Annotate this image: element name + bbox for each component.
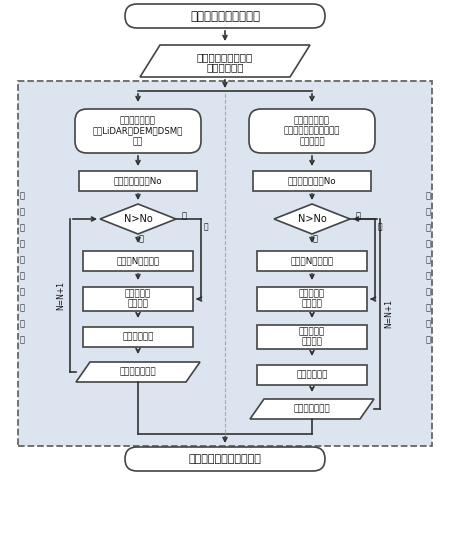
Text: 有高程信息参加
（以LiDAR、DEM、DSM为
主）: 有高程信息参加 （以LiDAR、DEM、DSM为 主） (93, 116, 183, 146)
FancyBboxPatch shape (75, 109, 201, 153)
Text: 精: 精 (426, 288, 431, 296)
Text: 计算建筑物数目No: 计算建筑物数目No (114, 176, 162, 186)
Text: 拐角点的计算: 拐角点的计算 (122, 332, 154, 342)
Text: 果: 果 (19, 272, 24, 280)
Bar (83, 251, 193, 271)
Bar (257, 365, 367, 385)
FancyBboxPatch shape (125, 447, 325, 471)
Text: N=N+1: N=N+1 (57, 281, 66, 310)
Bar (257, 287, 367, 311)
Text: 无高程信息参加
（以卫星、航空、无人机
影像为主）: 无高程信息参加 （以卫星、航空、无人机 影像为主） (284, 116, 340, 146)
Text: 房: 房 (426, 192, 431, 201)
Text: 房屋矢量化结果质量评价: 房屋矢量化结果质量评价 (189, 454, 261, 464)
Text: 是: 是 (181, 212, 186, 220)
Bar (79, 171, 197, 191)
Text: 建筑物轮廓信息: 建筑物轮廓信息 (293, 404, 330, 413)
Text: 果: 果 (426, 272, 431, 280)
Text: 屋: 屋 (426, 208, 431, 217)
Text: 般: 般 (426, 336, 431, 344)
Text: 提取第N个建筑物: 提取第N个建筑物 (290, 257, 333, 266)
Polygon shape (76, 362, 200, 382)
Text: N=N+1: N=N+1 (384, 300, 393, 328)
Text: 屋: 屋 (19, 208, 24, 217)
Text: 精: 精 (19, 288, 24, 296)
Text: 提: 提 (426, 224, 431, 233)
Bar (257, 251, 367, 271)
FancyBboxPatch shape (125, 4, 325, 28)
Text: 提取第N个建筑物: 提取第N个建筑物 (117, 257, 160, 266)
Text: 建筑物轮廓信息: 建筑物轮廓信息 (120, 368, 157, 376)
Text: 结: 结 (426, 256, 431, 264)
Text: 边缘线段的
精确定位: 边缘线段的 精确定位 (299, 327, 325, 347)
Text: 计算建筑物数目No: 计算建筑物数目No (288, 176, 336, 186)
Bar (83, 327, 193, 347)
Polygon shape (250, 399, 374, 419)
Text: 度: 度 (19, 304, 24, 312)
Polygon shape (140, 45, 310, 77)
Text: 较: 较 (19, 320, 24, 328)
Text: 房: 房 (19, 192, 24, 201)
Text: 边缘线段的
多类分割: 边缘线段的 多类分割 (125, 289, 151, 309)
Text: 是: 是 (378, 223, 382, 231)
FancyBboxPatch shape (249, 109, 375, 153)
FancyBboxPatch shape (18, 81, 432, 446)
Text: 是: 是 (356, 212, 360, 220)
Text: 拐角点的计算: 拐角点的计算 (296, 370, 328, 380)
Polygon shape (274, 204, 350, 234)
Bar (253, 171, 371, 191)
Polygon shape (100, 204, 176, 234)
Text: 否: 否 (139, 235, 144, 244)
Text: 取: 取 (19, 240, 24, 249)
Text: 集、边缘线）: 集、边缘线） (206, 62, 244, 72)
Text: 房屋矢量化的相关原理: 房屋矢量化的相关原理 (190, 9, 260, 23)
Text: 高: 高 (19, 336, 24, 344)
Bar (257, 325, 367, 349)
Text: N>No: N>No (297, 214, 326, 224)
Text: 否: 否 (312, 235, 318, 244)
Text: 一: 一 (426, 320, 431, 328)
Text: 提: 提 (19, 224, 24, 233)
Text: 房屋斑块（或房屋点: 房屋斑块（或房屋点 (197, 52, 253, 62)
Text: 结: 结 (19, 256, 24, 264)
Text: N>No: N>No (124, 214, 153, 224)
Text: 取: 取 (426, 240, 431, 249)
Text: 是: 是 (204, 223, 208, 231)
Text: 边缘线段的
多类分割: 边缘线段的 多类分割 (299, 289, 325, 309)
Bar (83, 287, 193, 311)
Text: 度: 度 (426, 304, 431, 312)
